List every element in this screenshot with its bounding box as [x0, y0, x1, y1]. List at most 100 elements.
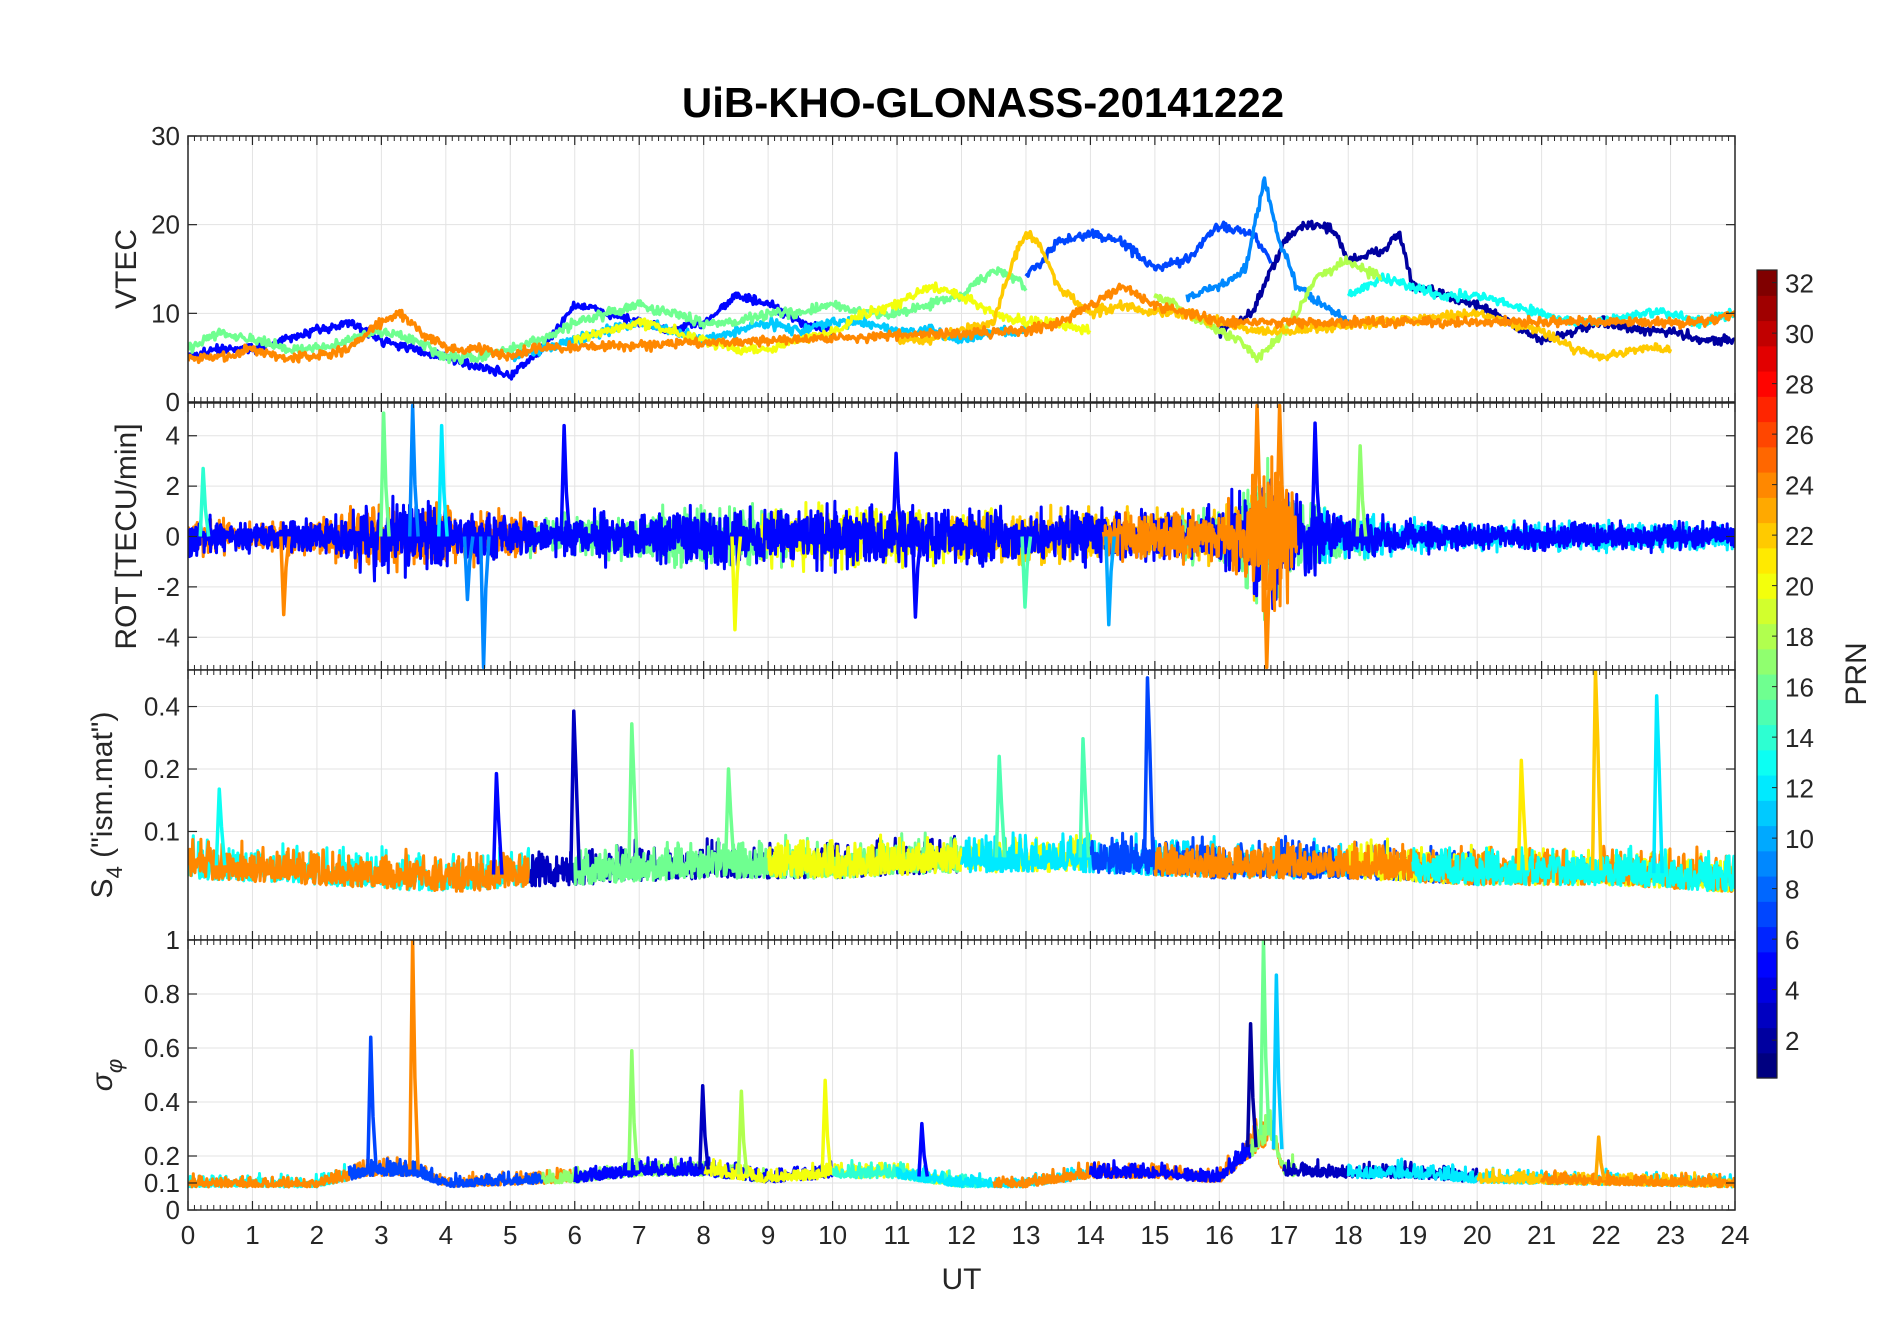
x-tick-label: 15 — [1140, 1220, 1169, 1250]
series-line-prn-22 — [896, 229, 1673, 362]
colorbar-tick-label: 28 — [1785, 370, 1814, 400]
x-tick-label: 22 — [1592, 1220, 1621, 1250]
colorbar-tick-label: 26 — [1785, 420, 1814, 450]
spike-prn-3 — [569, 709, 582, 871]
spike-prn-2 — [1245, 1021, 1258, 1148]
x-tick-label: 17 — [1269, 1220, 1298, 1250]
data-lines — [188, 670, 1735, 893]
colorbar-segment — [1757, 1002, 1777, 1029]
spike-prn-24 — [1274, 403, 1287, 537]
y-axis-label: S4 ("ism.mat") — [86, 712, 127, 899]
rot-trace-prn-5 — [188, 478, 1735, 611]
spike-prn-24 — [1262, 536, 1274, 670]
colorbar-frame — [1756, 269, 1778, 1079]
spike-prn-17 — [1355, 444, 1368, 537]
spike-prn-14 — [198, 466, 211, 537]
x-tick-label: 16 — [1205, 1220, 1234, 1250]
colorbar-tick-label: 18 — [1785, 622, 1814, 652]
spike-prn-16 — [723, 767, 736, 864]
spike-prn-3 — [698, 1084, 710, 1170]
spike-prn-24 — [1252, 403, 1265, 537]
spike-prn-12 — [1652, 694, 1664, 874]
y-tick-label: 0.4 — [144, 692, 180, 722]
x-axis-label: UT — [942, 1263, 982, 1296]
y-tick-label: 0 — [166, 1195, 180, 1225]
colorbar-segment — [1757, 371, 1777, 397]
colorbar-segment — [1757, 295, 1777, 322]
x-tick-label: 5 — [503, 1220, 517, 1250]
colorbar-tick-label: 8 — [1785, 875, 1799, 905]
colorbar-tick-label: 32 — [1785, 269, 1814, 299]
x-tick-label: 24 — [1721, 1220, 1750, 1250]
spike-prn-15 — [994, 754, 1007, 858]
colorbar-segment — [1757, 497, 1777, 524]
y-tick-label: 0.2 — [144, 754, 180, 784]
colorbar-segment — [1757, 901, 1777, 928]
panel-rot: -4 -2 0 2 4 ROT [TECU/min] — [110, 402, 1736, 671]
spike-prn-17 — [627, 1048, 640, 1171]
y-tick-label: 0.1 — [144, 816, 180, 846]
colorbar-tick-label: 14 — [1785, 723, 1814, 753]
colorbar-segment — [1757, 699, 1777, 726]
spike-prn-16 — [627, 722, 640, 868]
x-tick-label: 21 — [1527, 1220, 1556, 1250]
spike-prn-9 — [462, 536, 475, 602]
y-tick-label: 0.8 — [144, 979, 180, 1009]
spike-prn-10 — [1104, 536, 1117, 627]
x-tick-label: 8 — [696, 1220, 710, 1250]
baseline-trace-prn-13 — [1411, 844, 1735, 893]
y-tick-label: 4 — [166, 421, 180, 451]
baseline-trace-prn-24 — [1540, 1169, 1735, 1189]
y-tick-label: 2 — [166, 471, 180, 501]
baseline-trace-prn-7 — [347, 1157, 544, 1189]
spike-prn-20 — [730, 536, 743, 632]
x-tick-label: 6 — [568, 1220, 582, 1250]
y-tick-label: 0 — [166, 387, 180, 417]
colorbar-tick-label: 6 — [1785, 925, 1799, 955]
spike-prn-5 — [891, 451, 904, 537]
y-tick-label: 1 — [166, 925, 180, 955]
x-tick-label: 19 — [1398, 1220, 1427, 1250]
colorbar-tick-label: 22 — [1785, 521, 1814, 551]
y-tick-label: 30 — [151, 121, 180, 151]
colorbar-segment — [1757, 749, 1777, 776]
colorbar-tick-label: 4 — [1785, 976, 1799, 1006]
spike-prn-5 — [491, 771, 504, 875]
y-axis-label: VTEC — [110, 229, 143, 309]
spike-prn-20 — [820, 1078, 833, 1173]
colorbar-segment — [1757, 825, 1777, 852]
spike-prn-12 — [436, 423, 449, 537]
colorbar-tick-label: 10 — [1785, 824, 1814, 854]
spike-prn-11 — [1271, 973, 1284, 1150]
colorbar-segment — [1757, 850, 1777, 877]
colorbar-segment — [1757, 775, 1777, 801]
series-line-prn-2 — [1217, 219, 1735, 347]
y-tick-label: -4 — [157, 622, 180, 652]
colorbar-tick-label: 2 — [1785, 1026, 1799, 1056]
spike-prn-23 — [1594, 1135, 1606, 1181]
panel-vtec: 0 10 20 30 VTEC — [110, 121, 1736, 417]
spike-prn-7 — [1142, 676, 1155, 861]
colorbar-tick-label: 24 — [1785, 471, 1814, 501]
colorbar-segment — [1757, 446, 1777, 473]
spike-prn-24 — [407, 940, 420, 1170]
colorbar-segment — [1757, 951, 1777, 978]
x-tick-label: 20 — [1463, 1220, 1492, 1250]
baseline-trace-prn-24 — [188, 837, 531, 893]
colorbar-tick-label: 16 — [1785, 673, 1814, 703]
x-tick-label: 7 — [632, 1220, 646, 1250]
colorbar-segment — [1757, 977, 1777, 1003]
spike-prn-22 — [1590, 670, 1603, 871]
colorbar-segment — [1757, 320, 1777, 347]
colorbar-tick-label: 12 — [1785, 774, 1814, 804]
colorbar-segment — [1757, 724, 1777, 751]
x-tick-label: 12 — [947, 1220, 976, 1250]
colorbar-segment — [1757, 345, 1777, 372]
spike-prn-9 — [478, 536, 491, 670]
colorbar-tick-label: 30 — [1785, 319, 1814, 349]
series-line-prn-20 — [573, 281, 1092, 356]
colorbar-tick-label: 20 — [1785, 572, 1814, 602]
